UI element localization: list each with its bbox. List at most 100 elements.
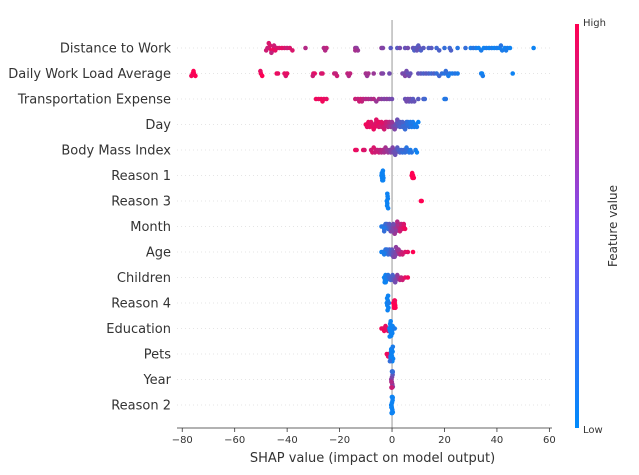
data-point (480, 73, 486, 79)
data-point (381, 127, 387, 132)
data-point (320, 99, 325, 104)
colorbar-title: Feature value (606, 185, 620, 267)
data-point (392, 326, 398, 331)
data-point (389, 385, 394, 390)
data-point (389, 394, 395, 400)
feature-labels: Distance to Work Daily Work Load Average T… (8, 42, 171, 414)
data-point (411, 175, 417, 181)
data-point (396, 247, 401, 252)
data-point (353, 48, 358, 53)
data-point (271, 43, 277, 48)
data-point (389, 379, 394, 385)
data-point (385, 307, 390, 313)
feature-label: Reason 3 (111, 195, 171, 210)
data-point (392, 298, 398, 303)
colorbar-high-label: High (583, 18, 606, 29)
colorbar-gradient (575, 24, 579, 428)
data-point (388, 319, 394, 324)
data-point (259, 73, 265, 79)
feature-label: Age (146, 246, 171, 261)
feature-label: Reason 4 (111, 297, 171, 312)
data-point (392, 280, 398, 285)
x-tick-label: 40 (491, 435, 504, 446)
data-point (455, 71, 460, 76)
data-point (507, 45, 513, 51)
data-point (455, 45, 460, 51)
data-point (463, 45, 468, 51)
data-point (448, 48, 454, 53)
data-point (416, 96, 421, 102)
data-point (189, 73, 194, 79)
data-point (408, 71, 413, 76)
data-point (383, 280, 389, 285)
data-point (390, 344, 396, 350)
data-point (391, 221, 396, 227)
data-point (404, 99, 409, 104)
data-point (258, 68, 263, 74)
data-point (320, 71, 325, 76)
data-point (387, 334, 393, 339)
x-axis-title: SHAP value (impact on model output) (250, 451, 495, 466)
data-point (416, 119, 421, 125)
data-point (191, 68, 196, 74)
data-point (410, 119, 416, 125)
data-point (371, 127, 377, 132)
feature-label: Transportation Expense (17, 93, 171, 108)
data-point (397, 45, 403, 51)
data-point (366, 71, 371, 76)
data-point (409, 150, 415, 155)
data-point (510, 71, 515, 76)
data-point (412, 99, 417, 104)
data-point (389, 229, 395, 234)
data-points (189, 40, 536, 416)
data-point (362, 147, 367, 153)
data-point (397, 229, 403, 234)
feature-label: Children (117, 271, 171, 286)
data-point (392, 152, 398, 158)
data-point (402, 226, 408, 232)
data-point (390, 272, 395, 278)
x-tick-label: −60 (224, 435, 245, 446)
data-point (357, 99, 362, 104)
row-gridlines (177, 47, 552, 406)
feature-label: Reason 2 (111, 399, 171, 414)
data-point (421, 45, 426, 51)
data-point (368, 119, 374, 125)
data-point (385, 293, 391, 299)
data-point (405, 275, 411, 280)
data-point (284, 71, 290, 76)
data-point (347, 71, 353, 76)
feature-label: Distance to Work (60, 42, 172, 57)
data-point (379, 119, 384, 125)
data-point (414, 124, 420, 130)
data-point (390, 369, 395, 374)
data-point (392, 254, 398, 260)
data-point (266, 40, 272, 46)
data-point (410, 249, 416, 255)
data-point (442, 45, 447, 51)
data-point (395, 219, 400, 224)
data-point (429, 45, 434, 51)
data-point (393, 305, 398, 311)
data-point (436, 48, 442, 53)
data-point (385, 191, 390, 197)
feature-label: Year (142, 373, 171, 388)
data-point (389, 410, 395, 416)
data-point (387, 71, 392, 76)
data-point (324, 96, 329, 102)
feature-label: Body Mass Index (61, 144, 171, 159)
data-point (354, 147, 359, 153)
feature-label: Pets (144, 348, 171, 363)
data-point (275, 71, 281, 76)
data-point (446, 73, 451, 79)
data-point (303, 45, 308, 51)
data-point (405, 45, 411, 51)
data-point (380, 168, 386, 173)
x-tick-label: 0 (389, 435, 395, 446)
feature-label: Reason 1 (111, 169, 171, 184)
data-point (380, 45, 386, 51)
data-point (381, 229, 387, 234)
data-point (387, 221, 392, 227)
x-tick-label: −40 (277, 435, 298, 446)
